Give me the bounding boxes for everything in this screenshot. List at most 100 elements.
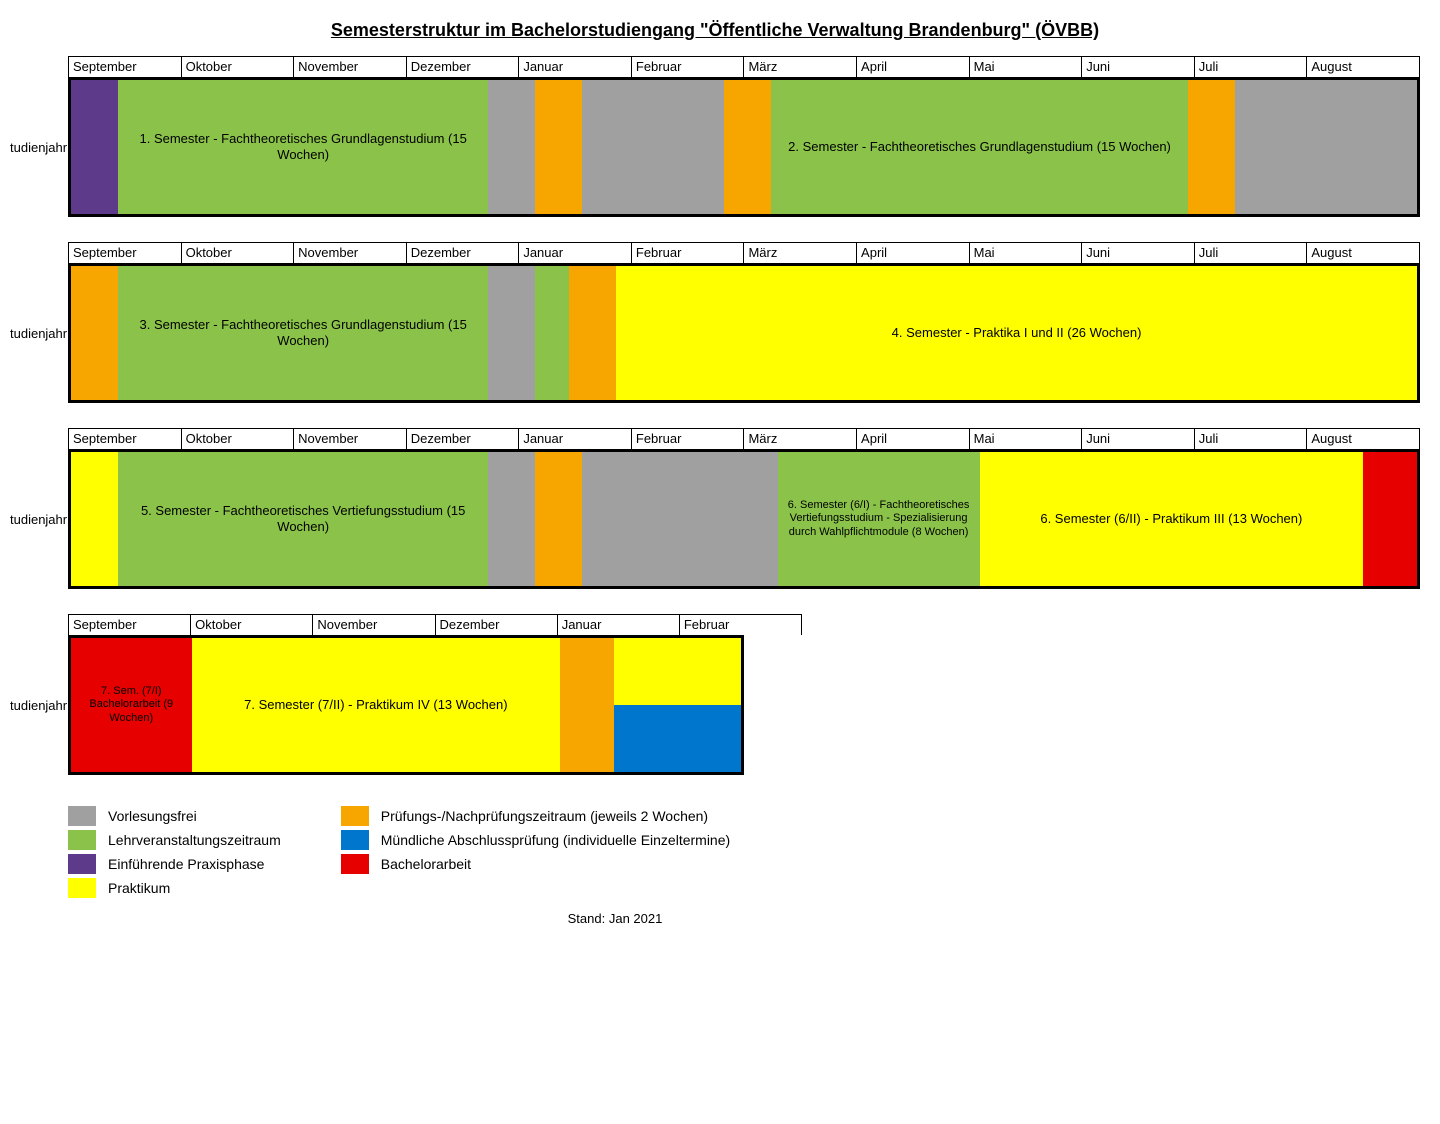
month-cell: September (69, 615, 191, 635)
gantt-y3: 5. Semester - Fachtheoretisches Vertiefu… (68, 449, 1420, 589)
legend-col-1: Vorlesungsfrei Lehrveranstaltungszeitraum… (68, 805, 281, 899)
month-cell: November (313, 615, 435, 635)
month-cell: August (1307, 429, 1419, 449)
month-cell: April (857, 429, 970, 449)
gantt-segment (488, 452, 535, 586)
legend-swatch (68, 830, 96, 850)
month-cell: Januar (558, 615, 680, 635)
legend-col-2: Prüfungs-/Nachprüfungszeitraum (jeweils … (341, 805, 730, 899)
gantt-segment (71, 80, 118, 214)
legend-swatch (341, 806, 369, 826)
legend-label: Mündliche Abschlussprüfung (individuelle… (381, 832, 730, 848)
gantt-segment (535, 452, 582, 586)
gantt-segment: 3. Semester - Fachtheoretisches Grundlag… (118, 266, 488, 400)
month-cell: September (69, 57, 182, 77)
month-cell: Juni (1082, 243, 1195, 263)
month-cell: Juli (1195, 57, 1308, 77)
gantt-segment (614, 705, 741, 772)
month-cell: Oktober (182, 57, 295, 77)
gantt-segment (569, 266, 616, 400)
gantt-segment: 6. Semester (6/I) - Fachtheoretisches Ve… (778, 452, 980, 586)
month-cell: Januar (519, 429, 632, 449)
legend-row: Vorlesungsfrei (68, 805, 281, 827)
gantt-segment (1363, 452, 1417, 586)
month-cell: Juli (1195, 429, 1308, 449)
legend-row: Einführende Praxisphase (68, 853, 281, 875)
legend-row: Praktikum (68, 877, 281, 899)
months-header-y3: SeptemberOktoberNovemberDezemberJanuarFe… (68, 428, 1420, 449)
month-cell: August (1307, 243, 1419, 263)
month-cell: Dezember (407, 57, 520, 77)
row-label-y4: tudienjahr (10, 698, 68, 713)
legend-label: Lehrveranstaltungszeitraum (108, 832, 281, 848)
month-cell: Oktober (182, 243, 295, 263)
month-cell: Dezember (407, 243, 520, 263)
legend-label: Einführende Praxisphase (108, 856, 264, 872)
gantt-segment (488, 80, 535, 214)
month-cell: März (744, 429, 857, 449)
month-cell: Januar (519, 243, 632, 263)
month-cell: Juni (1082, 429, 1195, 449)
row-label-y2: tudienjahr (10, 326, 68, 341)
year-1: SeptemberOktoberNovemberDezemberJanuarFe… (10, 56, 1420, 217)
month-cell: Februar (632, 429, 745, 449)
month-cell: September (69, 243, 182, 263)
legend-label: Vorlesungsfrei (108, 808, 197, 824)
month-cell: Juli (1195, 243, 1308, 263)
legend-label: Praktikum (108, 880, 170, 896)
month-cell: Januar (519, 57, 632, 77)
months-header-y2: SeptemberOktoberNovemberDezemberJanuarFe… (68, 242, 1420, 263)
legend-swatch (68, 854, 96, 874)
gantt-segment: 7. Sem. (7/I) Bachelorarbeit (9 Wochen) (71, 638, 192, 772)
year-4: SeptemberOktoberNovemberDezemberJanuarFe… (10, 614, 1420, 775)
gantt-segment (1235, 80, 1417, 214)
legend: Vorlesungsfrei Lehrveranstaltungszeitraum… (68, 805, 1420, 899)
legend-row: Bachelorarbeit (341, 853, 730, 875)
gantt-segment (614, 638, 741, 705)
month-cell: Dezember (407, 429, 520, 449)
month-cell: März (744, 243, 857, 263)
row-label-y1: tudienjahr (10, 140, 68, 155)
gantt-segment (724, 80, 771, 214)
stand-label: Stand: Jan 2021 (0, 911, 1420, 926)
month-cell: Oktober (182, 429, 295, 449)
gantt-segment: 5. Semester - Fachtheoretisches Vertiefu… (118, 452, 488, 586)
legend-row: Prüfungs-/Nachprüfungszeitraum (jeweils … (341, 805, 730, 827)
month-cell: April (857, 57, 970, 77)
legend-label: Prüfungs-/Nachprüfungszeitraum (jeweils … (381, 808, 708, 824)
gantt-segment (560, 638, 614, 772)
legend-label: Bachelorarbeit (381, 856, 471, 872)
month-cell: Dezember (436, 615, 558, 635)
gantt-segment (535, 80, 582, 214)
month-cell: Juni (1082, 57, 1195, 77)
month-cell: Mai (970, 57, 1083, 77)
gantt-segment: 2. Semester - Fachtheoretisches Grundlag… (771, 80, 1188, 214)
month-cell: Mai (970, 243, 1083, 263)
page-title: Semesterstruktur im Bachelorstudiengang … (10, 20, 1420, 41)
gantt-segment: 4. Semester - Praktika I und II (26 Woch… (616, 266, 1417, 400)
month-cell: April (857, 243, 970, 263)
gantt-segment (488, 266, 535, 400)
legend-swatch (341, 854, 369, 874)
gantt-segment (71, 266, 118, 400)
gantt-y2: 3. Semester - Fachtheoretisches Grundlag… (68, 263, 1420, 403)
gantt-segment (582, 452, 777, 586)
gantt-segment (535, 266, 569, 400)
month-cell: Februar (680, 615, 801, 635)
legend-swatch (68, 806, 96, 826)
gantt-segment: 6. Semester (6/II) - Praktikum III (13 W… (980, 452, 1364, 586)
gantt-segment: 7. Semester (7/II) - Praktikum IV (13 Wo… (192, 638, 561, 772)
legend-row: Mündliche Abschlussprüfung (individuelle… (341, 829, 730, 851)
legend-swatch (341, 830, 369, 850)
gantt-y4: 7. Sem. (7/I) Bachelorarbeit (9 Wochen)7… (68, 635, 744, 775)
months-header-y1: SeptemberOktoberNovemberDezemberJanuarFe… (68, 56, 1420, 77)
gantt-segment (71, 452, 118, 586)
month-cell: Mai (970, 429, 1083, 449)
month-cell: Oktober (191, 615, 313, 635)
month-cell: August (1307, 57, 1419, 77)
month-cell: Februar (632, 57, 745, 77)
legend-swatch (68, 878, 96, 898)
gantt-segment (582, 80, 723, 214)
gantt-segment: 1. Semester - Fachtheoretisches Grundlag… (118, 80, 488, 214)
month-cell: März (744, 57, 857, 77)
